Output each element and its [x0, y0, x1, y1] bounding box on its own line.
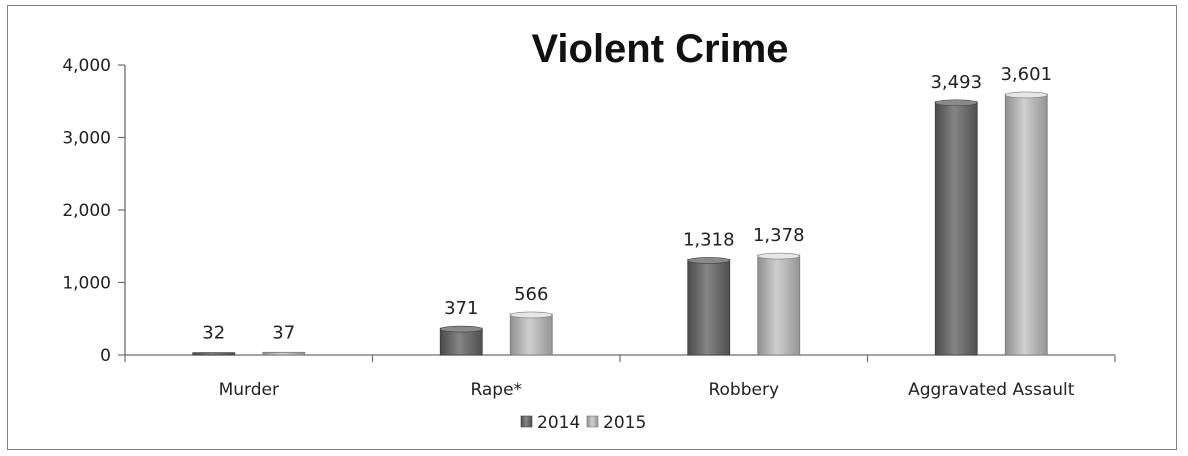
value-label-2015: 3,601 [1000, 64, 1052, 85]
bar-2015 [509, 313, 553, 356]
y-tick-label: 4,000 [62, 56, 111, 76]
value-label-2014: 3,493 [930, 72, 982, 93]
value-label-2014: 1,318 [683, 229, 735, 250]
value-label-2015: 1,378 [753, 225, 805, 246]
bar-top-2015 [757, 252, 801, 260]
chart-title: Violent Crime [531, 27, 788, 71]
bar-top-2015 [509, 311, 553, 319]
y-axis-ticks: 0 1,000 2,000 3,000 4,000 [62, 56, 125, 366]
bar-2015 [757, 254, 801, 356]
data-labels: 32 37 371 566 1,318 1,378 3,493 3,601 [202, 64, 1052, 344]
category-labels: Murder Rape* Robbery Aggravated Assault [219, 380, 1075, 400]
value-label-2015: 37 [272, 322, 295, 343]
y-tick-label: 1,000 [62, 274, 111, 294]
legend-label-2014: 2014 [537, 413, 580, 433]
value-label-2015: 566 [514, 284, 548, 305]
bar-2014 [192, 352, 236, 356]
category-label: Rape* [470, 380, 522, 400]
x-axis-ticks [124, 355, 1116, 362]
category-label: Robbery [708, 380, 779, 400]
bar-2015 [262, 351, 306, 356]
chart-frame [7, 5, 1177, 450]
bar-top-2015 [1004, 91, 1048, 99]
category-label: Murder [219, 380, 279, 400]
bar-2015 [1004, 93, 1048, 356]
legend-swatch-2014 [520, 415, 533, 428]
legend-label-2015: 2015 [603, 413, 646, 433]
y-tick-label: 2,000 [62, 201, 111, 221]
category-label: Aggravated Assault [908, 380, 1075, 400]
bar-2014 [687, 259, 731, 356]
bar-series [192, 91, 1048, 356]
bar-2014 [934, 101, 978, 356]
legend: 2014 2015 [520, 413, 646, 433]
y-tick-label: 0 [100, 346, 111, 366]
value-label-2014: 32 [202, 323, 225, 344]
value-label-2014: 371 [444, 298, 478, 319]
bar-top-2014 [439, 325, 483, 333]
bar-top-2014 [934, 99, 978, 107]
y-tick-label: 3,000 [62, 129, 111, 149]
legend-swatch-2015 [586, 415, 599, 428]
bar-top-2014 [687, 257, 731, 264]
